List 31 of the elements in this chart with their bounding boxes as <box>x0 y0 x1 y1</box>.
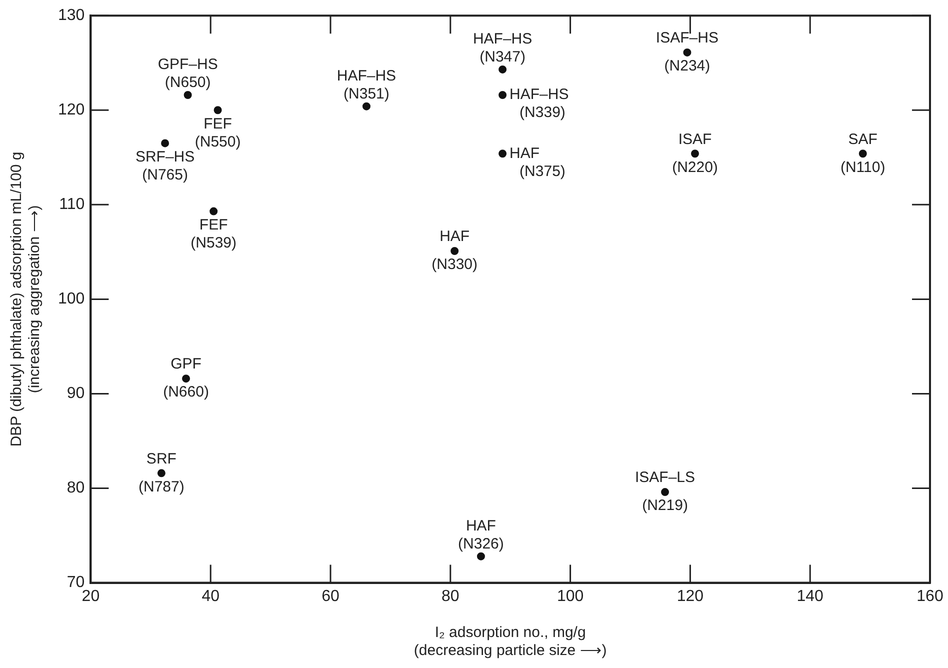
x-tick-label: 80 <box>442 588 460 605</box>
annotation: ISAF–HS (N234) <box>656 30 718 75</box>
annotation: FEF (N539) <box>190 216 237 252</box>
y-tick-label: 110 <box>59 196 85 214</box>
x-tick-label: 100 <box>556 588 584 605</box>
annotation: GPF (N660) <box>163 356 209 401</box>
annotation: ISAF–LS (N219) <box>635 469 696 514</box>
annotation: SAF (N110) <box>840 130 886 176</box>
annotation: HAF (N330) <box>432 228 478 274</box>
x-axis-title: I₂ adsorption no., mg/g (decreasing particle size ⟶) <box>414 624 607 660</box>
annotation: GPF–HS (N650) <box>158 56 218 92</box>
x-tick-label: 120 <box>676 588 704 605</box>
y-tick-label: 100 <box>58 290 85 308</box>
annotation: SRF–HS (N765) <box>135 148 195 184</box>
y-tick-label: 90 <box>66 385 85 402</box>
annotation: HAF–HS (N339) <box>510 86 569 122</box>
y-axis-title: DBP (dibutyl phthalate) adsorption mL/100 g (increasing aggregation ⟶) <box>8 152 44 447</box>
x-tick-label: 160 <box>916 588 944 605</box>
x-tick-label: 140 <box>796 588 824 605</box>
annotation: ISAF (N220) <box>672 130 718 176</box>
annotation: SRF (N787) <box>138 450 184 496</box>
y-tick-label: 120 <box>58 102 85 119</box>
y-tick-label: 80 <box>66 480 85 497</box>
x-tick-label: 60 <box>322 588 340 605</box>
y-tick-label: 130 <box>58 7 85 24</box>
annotation: HAF (N326) <box>458 517 504 552</box>
x-tick-label: 40 <box>202 588 220 605</box>
annotation: HAF–HS (N347) <box>472 30 532 66</box>
annotation: HAF–HS (N351) <box>336 67 396 102</box>
annotation: FEF (N550) <box>194 115 241 150</box>
annotation: HAF (N375) <box>510 144 566 180</box>
